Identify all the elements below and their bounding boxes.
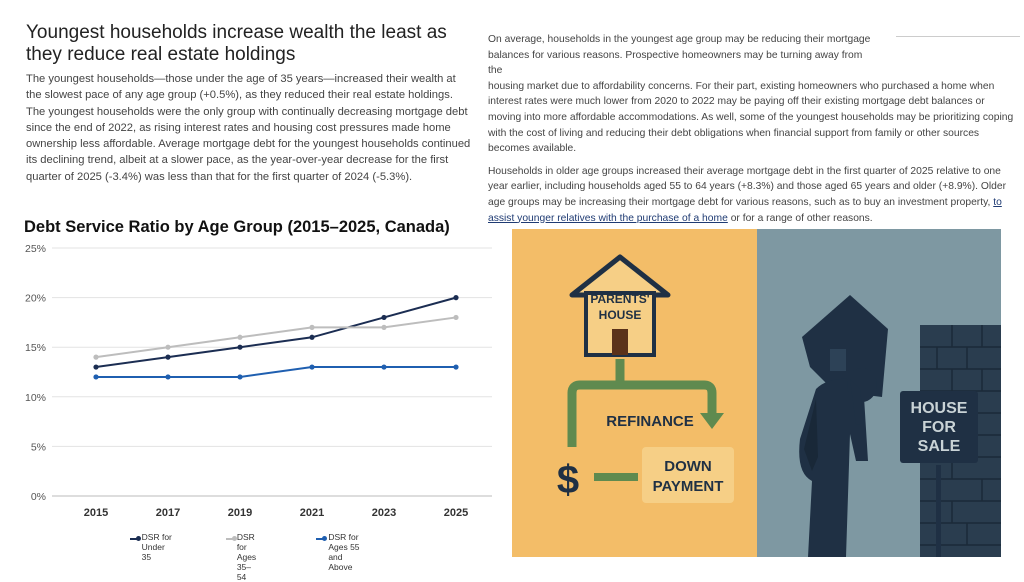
down-payment-box [642, 447, 734, 503]
house-label-line2: HOUSE [599, 308, 642, 322]
data-point [165, 374, 171, 380]
data-point [381, 364, 387, 370]
illustration-graphic: PARENTS' HOUSE REFINANCE $ DOWN PAYMENT [512, 229, 1001, 557]
right-paragraph-1-rest: housing market due to affordability conc… [488, 80, 1014, 155]
right-paragraph-2-start: Households in older age groups increased… [488, 165, 1007, 208]
y-tick-label: 10% [25, 392, 46, 404]
x-tick-label: 2025 [444, 507, 468, 519]
house-label-line1: PARENTS' [590, 292, 649, 306]
x-tick-label: 2021 [300, 507, 324, 519]
sign-line3: SALE [918, 438, 961, 455]
data-point [93, 354, 99, 360]
data-point [309, 324, 315, 330]
down-payment-line1: DOWN [664, 458, 712, 475]
data-point [165, 344, 171, 350]
data-point [381, 324, 387, 330]
legend-label: DSR for Ages 55 and Above [328, 532, 361, 572]
data-point [453, 364, 459, 370]
legend-item-under-35: DSR for Under 35 [130, 532, 174, 562]
assist-relatives-link[interactable]: to assist younger relatives with the pur… [488, 196, 1002, 224]
legend-label-line2: 54 [236, 572, 247, 582]
sign-line2: FOR [922, 419, 956, 436]
y-tick-label: 20% [25, 293, 46, 305]
data-point [237, 374, 243, 380]
refinance-arrow-icon [567, 359, 724, 447]
right-column: On average, households in the youngest a… [488, 32, 1020, 233]
parents-house-icon [569, 254, 671, 357]
legend-swatch [226, 535, 237, 542]
divider-line [896, 36, 1020, 37]
x-tick-label: 2019 [228, 507, 252, 519]
data-point [237, 344, 243, 350]
legend-label-line1: DSR for Ages 55 [328, 532, 360, 552]
data-point [237, 334, 243, 340]
x-tick-label: 2017 [156, 507, 180, 519]
data-point [93, 364, 99, 370]
connector-bar [594, 473, 638, 481]
data-point [93, 374, 99, 380]
dollar-icon: $ [557, 458, 579, 502]
y-tick-label: 5% [31, 441, 46, 453]
line-chart: 0% 5% 10% 15% 20% 25% 2015 2017 2019 2021 2023 2025 [25, 243, 492, 519]
legend-label: DSR for Under 35 [142, 532, 175, 562]
series-line-2 [96, 366, 456, 378]
down-payment-line2: PAYMENT [653, 478, 724, 495]
series-line-0 [95, 296, 457, 369]
legend-swatch [316, 535, 328, 542]
for-sale-sign [900, 391, 978, 557]
article-headline: Youngest households increase wealth the … [26, 22, 447, 65]
right-paragraph-1: On average, households in the youngest a… [488, 32, 1020, 157]
chart-title: Debt Service Ratio by Age Group (2015–20… [24, 218, 450, 236]
data-point [381, 314, 387, 321]
legend-item-35-54: DSR for Ages 35– 54 [226, 532, 266, 582]
legend-item-55-above: DSR for Ages 55 and Above [316, 532, 361, 572]
right-paragraph-1-start: On average, households in the youngest a… [488, 34, 871, 77]
refinance-label: REFINANCE [606, 413, 694, 430]
right-paragraph-2: Households in older age groups increased… [488, 164, 1020, 226]
left-paragraph: The youngest households—those under the … [26, 73, 471, 183]
data-point [309, 364, 315, 370]
y-tick-label: 25% [25, 243, 46, 255]
data-point [453, 314, 459, 321]
legend-label-line1: DSR for Under 35 [141, 532, 172, 562]
x-tick-label: 2023 [372, 507, 396, 519]
data-point [165, 354, 171, 360]
x-tick-label: 2015 [84, 507, 108, 519]
legend-label: DSR for Ages 35– 54 [237, 532, 267, 582]
legend-label-line2: and Above [328, 552, 353, 572]
person-carrying-house-icon [799, 295, 888, 557]
legend-label-line1: DSR for Ages 35– [236, 532, 257, 572]
y-tick-label: 0% [31, 491, 46, 503]
y-tick-label: 15% [25, 342, 46, 354]
illustration: PARENTS' HOUSE REFINANCE $ DOWN PAYMENT [512, 229, 1001, 557]
data-point [309, 334, 315, 340]
data-point [453, 295, 459, 301]
legend-swatch [130, 535, 141, 542]
sign-line1: HOUSE [911, 400, 968, 417]
series-line-1 [95, 316, 457, 359]
right-paragraph-2-end: or for a range of other reasons. [730, 212, 873, 224]
